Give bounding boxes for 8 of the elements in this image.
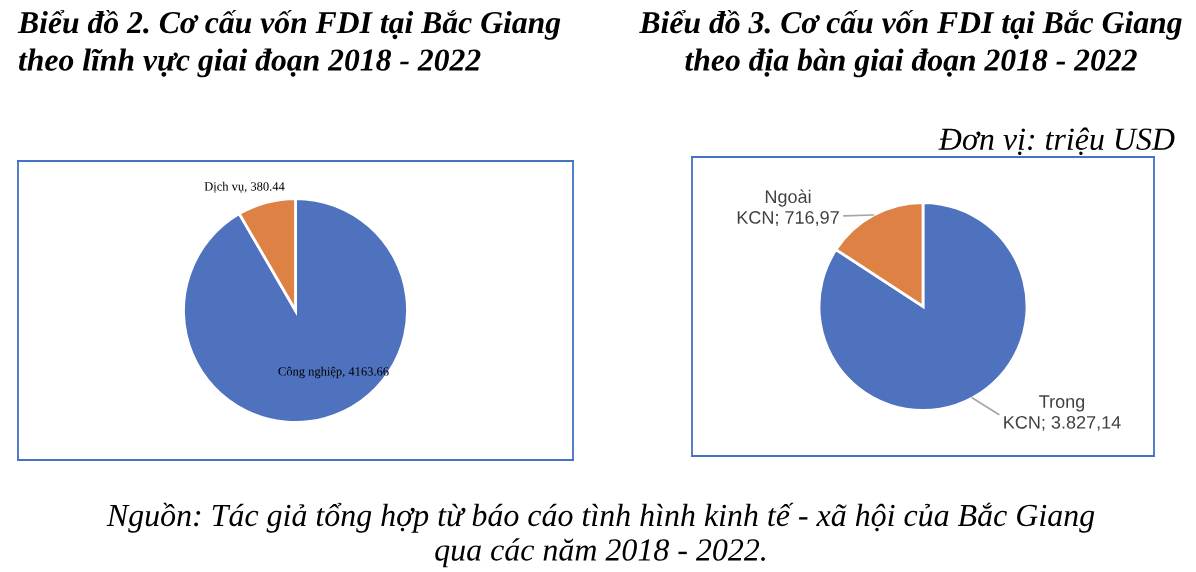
text: Đơn vị: triệu USD	[938, 127, 1175, 155]
chart-title: Biểu đồ 3. Cơ cấu vốn FDI tại Bắc Giang theo địa bàn giai đoạn 2018 - 2022	[639, 10, 1182, 78]
slice-label: Dịch vụ, 380.44	[204, 181, 285, 193]
slice-label: Ngoài KCN; 716,97	[737, 189, 839, 226]
slice-label: Công nghiệp, 4163.66	[278, 366, 389, 379]
text: Nguồn: Tác giả tổng hợp từ báo cáo tình hình kinh tế - xã hội của Bắc Giang qua các năm 2018 - 2022.	[106, 502, 1095, 568]
chart-title: Biểu đồ 2. Cơ cấu vốn FDI tại Bắc Giang theo lĩnh vực giai đoạn 2018 - 2022	[17, 10, 561, 78]
slice-label: Trong KCN; 3.827,14	[1004, 395, 1121, 431]
